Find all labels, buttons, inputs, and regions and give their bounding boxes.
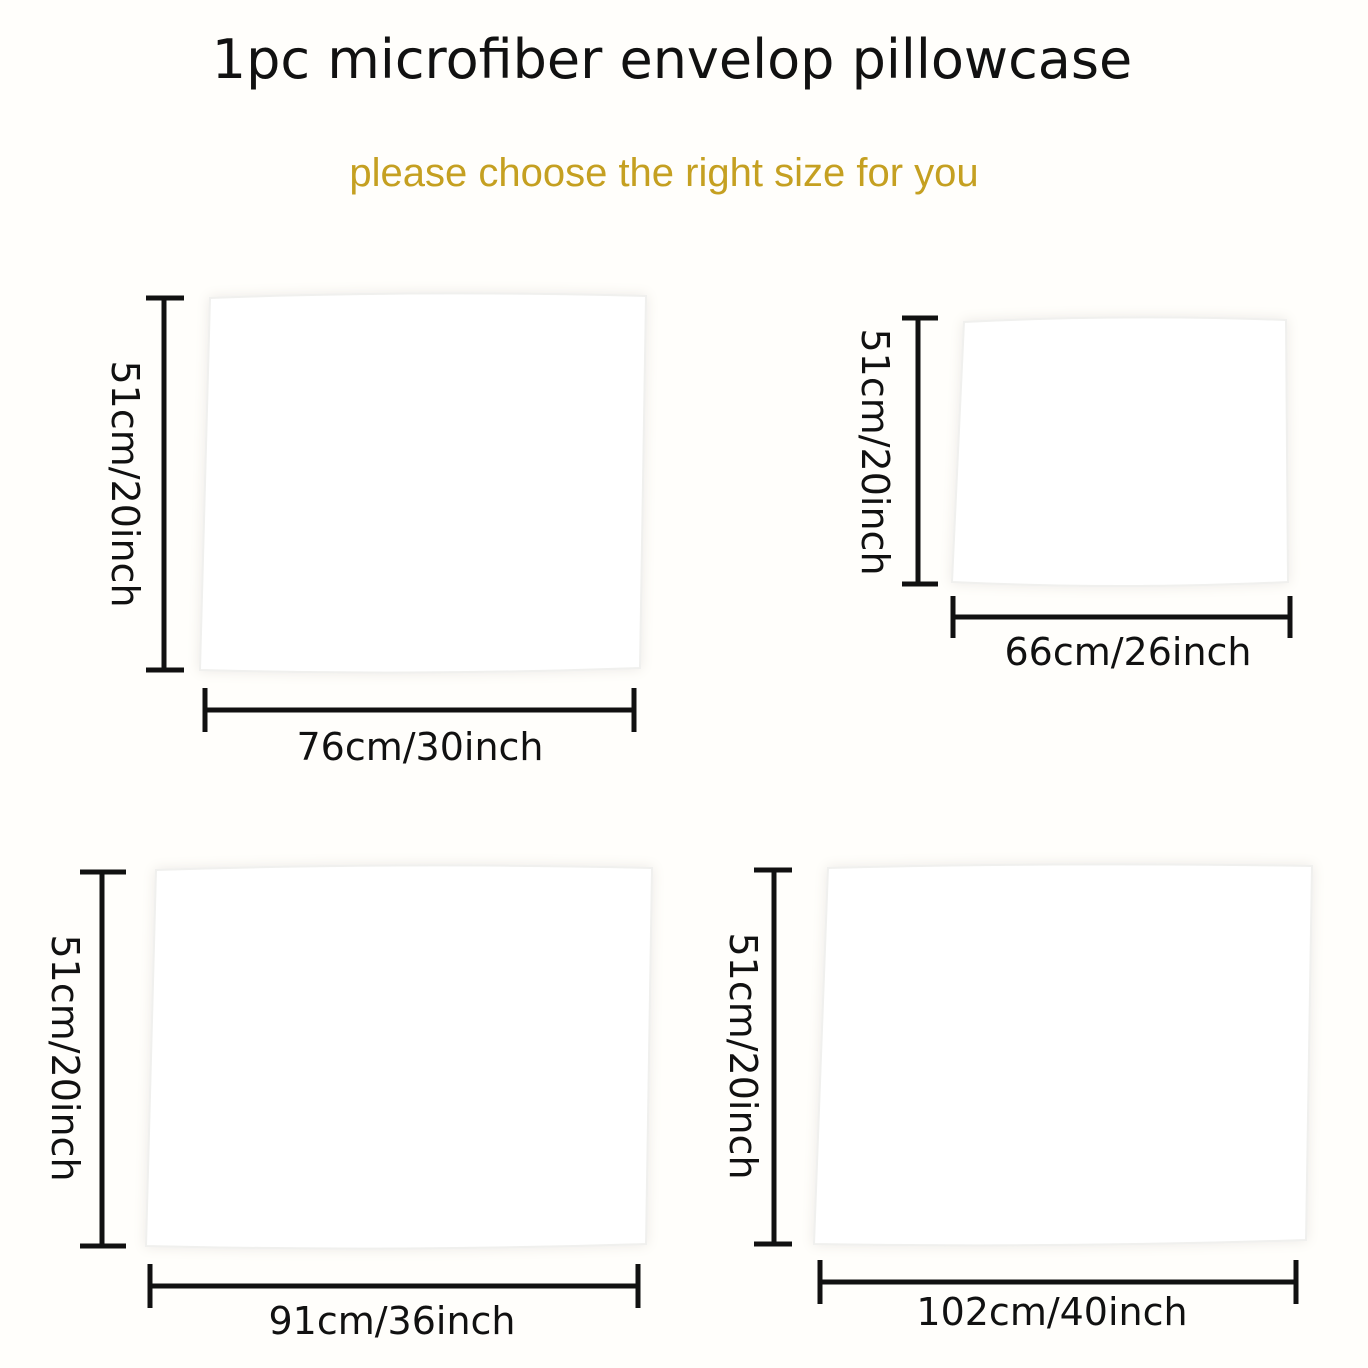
dimension-lines <box>754 867 1299 1304</box>
pillow <box>812 863 1314 1247</box>
pillow <box>198 292 648 674</box>
width-label: 76cm/30inch <box>296 725 543 769</box>
dimension-lines <box>80 869 641 1308</box>
height-label: 51cm/20inch <box>721 932 765 1179</box>
height-label: 51cm/20inch <box>43 934 87 1181</box>
width-label: 66cm/26inch <box>1004 630 1251 674</box>
subtitle: please choose the right size for you <box>349 151 978 195</box>
pillow <box>950 316 1290 587</box>
height-label: 51cm/20inch <box>103 360 147 607</box>
dimension-lines <box>902 315 1293 638</box>
width-label: 91cm/36inch <box>268 1299 515 1343</box>
width-label: 102cm/40inch <box>916 1290 1187 1334</box>
pillow <box>144 864 654 1250</box>
title: 1pc microfiber envelop pillowcase <box>212 28 1132 91</box>
dimension-lines <box>146 295 637 732</box>
height-label: 51cm/20inch <box>853 328 897 575</box>
